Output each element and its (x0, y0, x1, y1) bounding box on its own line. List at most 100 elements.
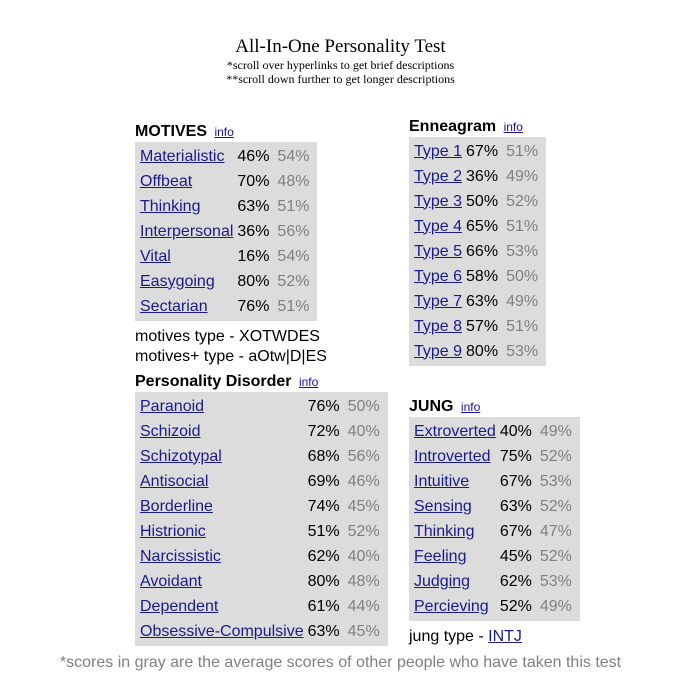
jung-average-score: 49% (539, 422, 572, 440)
jung-link-feeling[interactable]: Feeling (414, 547, 467, 565)
enneagram-link-type-6[interactable]: Type 6 (414, 267, 463, 285)
disorder-heading: Personality Disorder info (135, 372, 388, 392)
motives-name-cell: Sectarian (140, 294, 233, 319)
jung-link-judging[interactable]: Judging (414, 572, 471, 590)
disorder-row: Histrionic 51% 52% (140, 519, 386, 544)
jung-link-introverted[interactable]: Introverted (414, 447, 491, 465)
motives-name-cell: Easygoing (140, 269, 233, 294)
enneagram-table: Type 1 67% 51% Type 2 36% 49% Type 3 50% 52% Type… (414, 139, 544, 364)
motives-info-link[interactable]: info (214, 125, 234, 139)
disorder-info-link[interactable]: info (298, 375, 319, 389)
disorder-link-histrionic[interactable]: Histrionic (140, 522, 206, 540)
enneagram-link-type-3[interactable]: Type 3 (414, 192, 463, 210)
jung-link-extroverted[interactable]: Extroverted (414, 422, 496, 440)
motives-link-offbeat[interactable]: Offbeat (140, 172, 193, 190)
motives-link-vital[interactable]: Vital (140, 247, 171, 265)
enneagram-link-type-7[interactable]: Type 7 (414, 292, 463, 310)
jung-table: Extroverted 40% 49% Introverted 75% 52% Intuit… (414, 419, 578, 619)
enneagram-row: Type 3 50% 52% (414, 189, 544, 214)
motives-your-score: 36% (237, 222, 270, 240)
jung-info-link[interactable]: info (460, 400, 481, 414)
motives-row: Sectarian 76% 51% (140, 294, 315, 319)
jung-row: Sensing 63% 52% (414, 494, 578, 519)
jung-average-score: 53% (539, 572, 572, 590)
enneagram-name-cell: Type 7 (414, 289, 462, 314)
enneagram-name-cell: Type 3 (414, 189, 462, 214)
jung-link-intuitive[interactable]: Intuitive (414, 472, 470, 490)
enneagram-average-score: 51% (506, 317, 539, 335)
disorder-average-score: 40% (347, 547, 380, 565)
disorder-name-cell: Schizotypal (140, 444, 304, 469)
disorder-link-obsessive-compulsive[interactable]: Obsessive-Compulsive (140, 622, 304, 640)
motives-link-materialistic[interactable]: Materialistic (140, 147, 225, 165)
disorder-link-borderline[interactable]: Borderline (140, 497, 213, 515)
disorder-your-score: 76% (307, 397, 340, 415)
enneagram-your-score: 63% (466, 292, 499, 310)
jung-link-sensing[interactable]: Sensing (414, 497, 472, 515)
enneagram-average-score: 53% (506, 342, 539, 360)
jung-row: Percieving 52% 49% (414, 594, 578, 619)
motives-average-score: 52% (277, 272, 310, 290)
jung-type-link[interactable]: INTJ (488, 628, 522, 645)
motives-name-cell: Interpersonal (140, 219, 233, 244)
motives-row: Offbeat 70% 48% (140, 169, 315, 194)
motives-type-line: motives type - XOTWDES (135, 328, 320, 345)
motives-average-score: 54% (277, 247, 310, 265)
disorder-row: Schizotypal 68% 56% (140, 444, 386, 469)
enneagram-name-cell: Type 2 (414, 164, 462, 189)
jung-row: Thinking 67% 47% (414, 519, 578, 544)
motives-link-sectarian[interactable]: Sectarian (140, 297, 208, 315)
jung-average-score: 52% (539, 547, 572, 565)
enneagram-name-cell: Type 1 (414, 139, 462, 164)
enneagram-row: Type 4 65% 51% (414, 214, 544, 239)
disorder-link-schizotypal[interactable]: Schizotypal (140, 447, 222, 465)
disorder-section: Personality Disorder info Paranoid 76% 50%… (135, 372, 388, 651)
enneagram-link-type-5[interactable]: Type 5 (414, 242, 463, 260)
enneagram-link-type-9[interactable]: Type 9 (414, 342, 463, 360)
enneagram-average-score: 52% (506, 192, 539, 210)
jung-name-cell: Judging (414, 569, 496, 594)
disorder-name-cell: Narcissistic (140, 544, 304, 569)
enneagram-your-score: 80% (466, 342, 499, 360)
enneagram-link-type-1[interactable]: Type 1 (414, 142, 463, 160)
motives-average-score: 51% (277, 297, 310, 315)
enneagram-info-link[interactable]: info (503, 120, 523, 134)
jung-link-thinking[interactable]: Thinking (414, 522, 475, 540)
disorder-row: Schizoid 72% 40% (140, 419, 386, 444)
motives-link-interpersonal[interactable]: Interpersonal (140, 222, 234, 240)
jung-title: JUNG (409, 398, 454, 415)
enneagram-your-score: 65% (466, 217, 499, 235)
motives-title: MOTIVES (135, 123, 208, 140)
motives-section: MOTIVES info Materialistic 46% 54% Offbeat 7… (135, 122, 327, 367)
page-header: All-In-One Personality Test *scroll over… (0, 36, 681, 86)
disorder-link-avoidant[interactable]: Avoidant (140, 572, 202, 590)
jung-average-score: 52% (539, 497, 572, 515)
enneagram-link-type-4[interactable]: Type 4 (414, 217, 463, 235)
enneagram-link-type-2[interactable]: Type 2 (414, 167, 463, 185)
disorder-average-score: 48% (347, 572, 380, 590)
motives-your-score: 70% (237, 172, 270, 190)
motives-name-cell: Materialistic (140, 144, 233, 169)
enneagram-row: Type 7 63% 49% (414, 289, 544, 314)
disorder-row: Obsessive-Compulsive 63% 45% (140, 619, 386, 644)
disorder-link-narcissistic[interactable]: Narcissistic (140, 547, 221, 565)
enneagram-average-score: 50% (506, 267, 539, 285)
jung-your-score: 52% (499, 597, 532, 615)
enneagram-your-score: 66% (466, 242, 499, 260)
enneagram-link-type-8[interactable]: Type 8 (414, 317, 463, 335)
jung-link-percieving[interactable]: Percieving (414, 597, 489, 615)
motives-link-thinking[interactable]: Thinking (140, 197, 201, 215)
motives-your-score: 80% (237, 272, 270, 290)
jung-row: Feeling 45% 52% (414, 544, 578, 569)
jung-name-cell: Thinking (414, 519, 496, 544)
disorder-link-dependent[interactable]: Dependent (140, 597, 219, 615)
disorder-link-paranoid[interactable]: Paranoid (140, 397, 205, 415)
disorder-link-schizoid[interactable]: Schizoid (140, 422, 201, 440)
disorder-average-score: 45% (347, 622, 380, 640)
enneagram-row: Type 6 58% 50% (414, 264, 544, 289)
jung-name-cell: Sensing (414, 494, 496, 519)
motives-link-easygoing[interactable]: Easygoing (140, 272, 215, 290)
disorder-link-antisocial[interactable]: Antisocial (140, 472, 209, 490)
jung-name-cell: Percieving (414, 594, 496, 619)
enneagram-average-score: 49% (506, 292, 539, 310)
